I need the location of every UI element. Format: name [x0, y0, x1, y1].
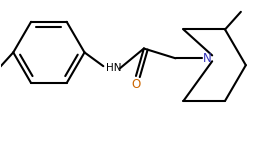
Text: O: O: [131, 78, 141, 91]
Text: HN: HN: [106, 63, 122, 73]
Text: N: N: [203, 52, 212, 65]
